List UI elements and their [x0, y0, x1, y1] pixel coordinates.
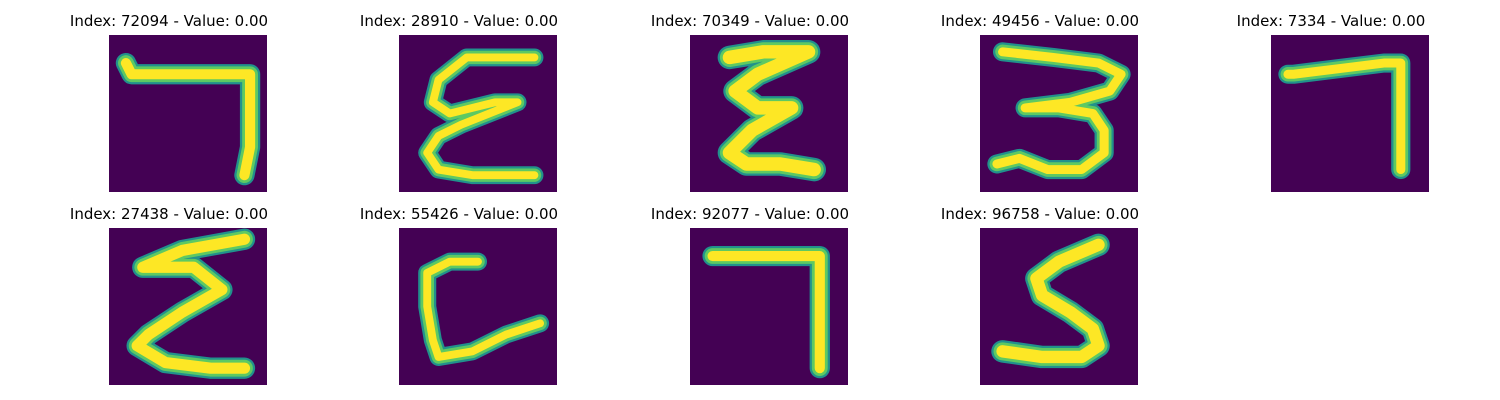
image-panel: Index: 72094 - Value: 0.00 [19, 0, 319, 192]
panel-title: Index: 92077 - Value: 0.00 [650, 205, 850, 223]
panel-title: Index: 96758 - Value: 0.00 [940, 205, 1140, 223]
digit-three-image [980, 35, 1138, 192]
digit-epsilon-image [690, 35, 848, 192]
image-panel: Index: 96758 - Value: 0.00 [890, 193, 1190, 385]
digit-s-image [980, 228, 1138, 385]
image-panel: Index: 49456 - Value: 0.00 [890, 0, 1190, 192]
digit-epsilon-image [399, 35, 557, 192]
panel-title: Index: 49456 - Value: 0.00 [940, 12, 1140, 30]
panel-title: Index: 7334 - Value: 0.00 [1236, 12, 1426, 30]
digit-seven-image [690, 228, 848, 385]
image-panel: Index: 55426 - Value: 0.00 [309, 193, 609, 385]
image-panel: Index: 27438 - Value: 0.00 [19, 193, 319, 385]
panel-title: Index: 27438 - Value: 0.00 [69, 205, 269, 223]
digit-epsilon-image [109, 228, 267, 385]
panel-title: Index: 28910 - Value: 0.00 [359, 12, 559, 30]
image-panel: Index: 70349 - Value: 0.00 [600, 0, 900, 192]
image-panel: Index: 92077 - Value: 0.00 [600, 193, 900, 385]
panel-title: Index: 55426 - Value: 0.00 [359, 205, 559, 223]
digit-seven-image [109, 35, 267, 192]
digit-seven-image [1271, 35, 1429, 192]
panel-title: Index: 70349 - Value: 0.00 [650, 12, 850, 30]
image-panel: Index: 7334 - Value: 0.00 [1181, 0, 1481, 192]
image-panel: Index: 28910 - Value: 0.00 [309, 0, 609, 192]
panel-title: Index: 72094 - Value: 0.00 [69, 12, 269, 30]
digit-c-image [399, 228, 557, 385]
